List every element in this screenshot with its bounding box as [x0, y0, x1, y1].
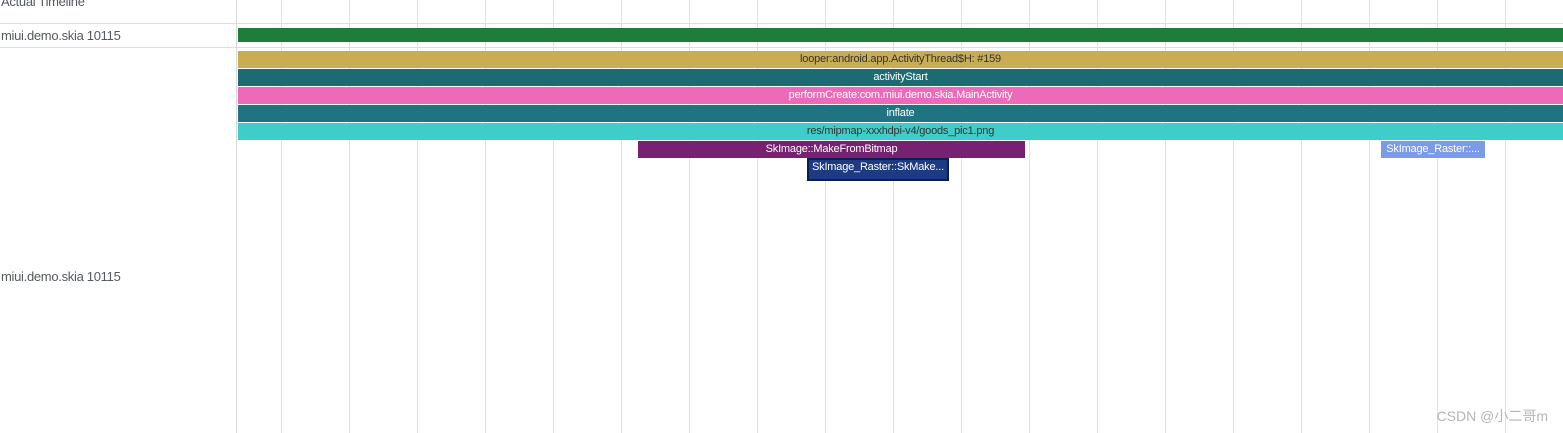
- track-label-process[interactable]: miui.demo.skia 10115: [1, 28, 121, 43]
- grid-line: [757, 0, 758, 433]
- grid-line: [1505, 0, 1506, 433]
- grid-line: [485, 0, 486, 433]
- grid-line: [1301, 0, 1302, 433]
- slice-inflate[interactable]: inflate: [238, 105, 1563, 122]
- slice-activity-start[interactable]: activityStart: [238, 69, 1563, 86]
- grid-line: [1233, 0, 1234, 433]
- track-label-actual-timeline[interactable]: Actual Timeline: [1, 0, 85, 9]
- grid-line: [1029, 0, 1030, 433]
- grid-line: [1369, 0, 1370, 433]
- slice-perform-create[interactable]: performCreate:com.miui.demo.skia.MainAct…: [238, 87, 1563, 104]
- slice-skimage-makefrombitmap[interactable]: SkImage::MakeFromBitmap: [638, 141, 1025, 158]
- grid-line: [689, 0, 690, 433]
- grid-line: [893, 0, 894, 433]
- slice-res-goods-pic[interactable]: res/mipmap-xxxhdpi-v4/goods_pic1.png: [238, 123, 1563, 140]
- grid-line: [961, 0, 962, 433]
- row-divider: [0, 47, 1563, 48]
- grid-line: [1165, 0, 1166, 433]
- slice-skimage-raster-selected[interactable]: SkImage_Raster::SkMake...: [807, 158, 949, 181]
- grid-line: [1097, 0, 1098, 433]
- grid-line: [825, 0, 826, 433]
- grid-line: [281, 0, 282, 433]
- grid-line: [1437, 0, 1438, 433]
- slice-skimage-raster-right[interactable]: SkImage_Raster::...: [1381, 141, 1485, 158]
- grid-line: [553, 0, 554, 433]
- row-divider: [0, 23, 1563, 24]
- track-label-thread[interactable]: miui.demo.skia 10115: [1, 269, 121, 284]
- track-label-column: Actual Timeline miui.demo.skia 10115 miu…: [0, 0, 237, 433]
- watermark: CSDN @小二哥m: [1436, 408, 1548, 424]
- grid-line: [417, 0, 418, 433]
- process-summary-bar[interactable]: [238, 28, 1563, 42]
- grid-line: [621, 0, 622, 433]
- grid-line: [349, 0, 350, 433]
- slice-looper[interactable]: looper:android.app.ActivityThread$H: #15…: [238, 51, 1563, 68]
